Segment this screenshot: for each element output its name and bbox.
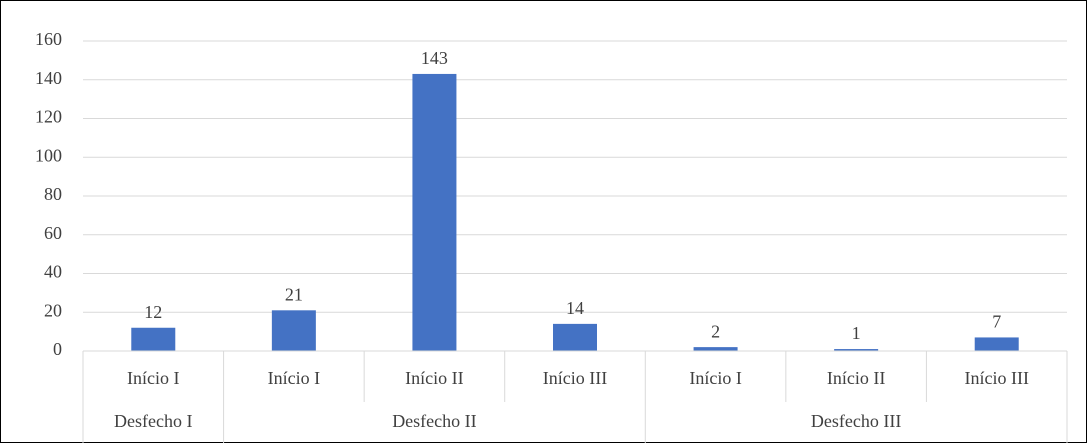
bar xyxy=(693,347,738,351)
y-tick-label: 40 xyxy=(44,262,62,282)
bar xyxy=(131,327,176,351)
bar xyxy=(553,323,597,351)
bar xyxy=(974,337,1019,351)
x-tick-label: Início I xyxy=(689,368,741,388)
x-tick-label: Início I xyxy=(127,368,179,388)
y-tick-label: 80 xyxy=(44,184,62,204)
y-tick-label: 120 xyxy=(35,107,62,127)
group-label: Desfecho III xyxy=(811,411,901,431)
value-label: 143 xyxy=(421,48,448,68)
x-tick-label: Início II xyxy=(405,368,463,388)
value-label: 1 xyxy=(852,323,861,343)
bar xyxy=(834,349,879,351)
value-label: 2 xyxy=(711,321,720,341)
group-label: Desfecho II xyxy=(392,411,476,431)
y-tick-label: 0 xyxy=(53,339,62,359)
y-tick-label: 100 xyxy=(35,145,62,165)
bar xyxy=(271,310,316,351)
y-tick-label: 160 xyxy=(35,29,62,49)
group-label: Desfecho I xyxy=(114,411,192,431)
x-tick-label: Início III xyxy=(543,368,607,388)
value-label: 21 xyxy=(285,284,303,304)
x-tick-label: Início III xyxy=(964,368,1028,388)
bar xyxy=(412,73,457,351)
y-tick-label: 60 xyxy=(44,223,62,243)
y-tick-label: 20 xyxy=(44,300,62,320)
y-tick-label: 140 xyxy=(35,68,62,88)
value-label: 7 xyxy=(992,312,1001,332)
value-label: 12 xyxy=(144,302,162,322)
value-label: 14 xyxy=(566,298,584,318)
x-tick-label: Início II xyxy=(827,368,885,388)
x-tick-label: Início I xyxy=(268,368,320,388)
